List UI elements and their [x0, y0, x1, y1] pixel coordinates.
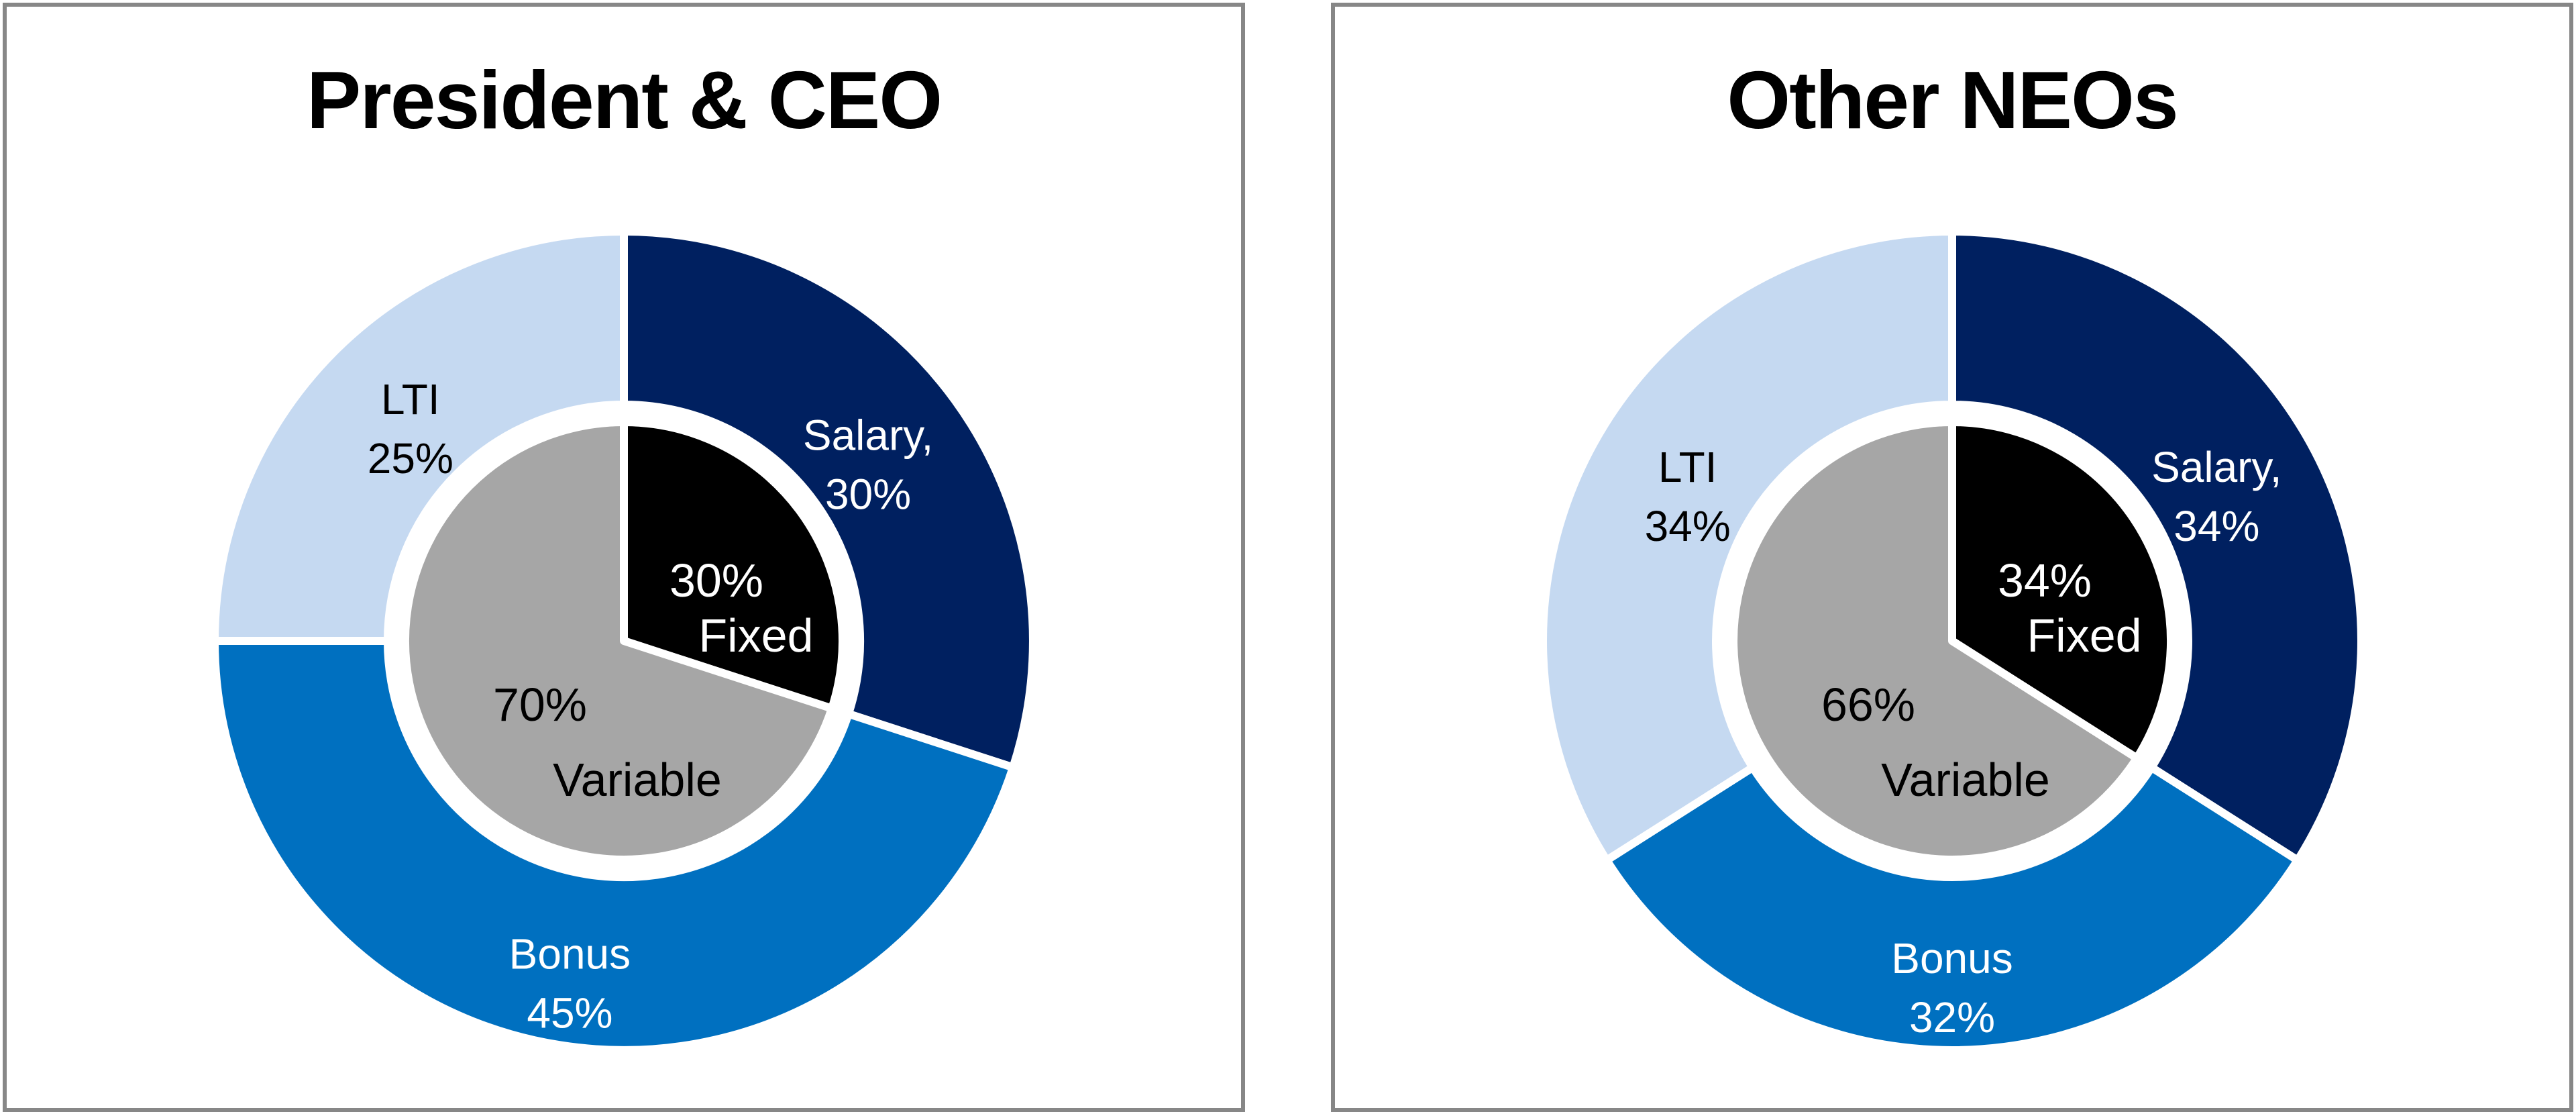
- inner-value-variable: 66%: [1821, 678, 1915, 731]
- outer-label-salary: Salary,: [2151, 443, 2282, 491]
- outer-value-bonus: 45%: [527, 989, 612, 1037]
- donut-chart-other-neos: Salary,34%Bonus32%LTI34%34%Fixed66%Varia…: [1539, 227, 2365, 1054]
- inner-label-fixed: Fixed: [2027, 609, 2141, 662]
- right-chart-panel: Salary, 34% Bonus 32% LTI 34% 34% Fixed 66% Varia…: [1331, 3, 2573, 1112]
- outer-label-lti: LTI: [1658, 443, 1717, 491]
- outer-label-bonus: Bonus: [1891, 934, 2012, 982]
- outer-slice-salary: [1948, 227, 2365, 864]
- inner-slice-fixed: [620, 418, 847, 713]
- outer-label-salary: Salary,: [803, 411, 933, 460]
- outer-slice-lti: [1539, 227, 1956, 864]
- inner-label-variable: Variable: [553, 754, 722, 806]
- donut-chart-president-ceo: Salary,30%Bonus45%LTI25%30%Fixed70%Varia…: [211, 227, 1037, 1054]
- outer-slice-bonus: [211, 637, 1018, 1054]
- inner-label-fixed: Fixed: [698, 609, 813, 662]
- inner-value-fixed: 30%: [669, 554, 763, 607]
- outer-label-bonus: Bonus: [509, 930, 631, 978]
- inner-value-variable: 70%: [493, 678, 587, 731]
- outer-value-lti: 34%: [1645, 502, 1731, 550]
- outer-value-bonus: 32%: [1909, 993, 1995, 1042]
- outer-slice-lti: [211, 227, 628, 645]
- inner-slice-variable: [1729, 418, 2141, 864]
- outer-value-salary: 34%: [2174, 502, 2259, 550]
- inner-slice-variable: [400, 418, 836, 864]
- chart-title-left: President & CEO: [306, 54, 943, 146]
- chart-title-right: Other NEOs: [1727, 54, 2179, 146]
- outer-value-lti: 25%: [368, 434, 453, 483]
- inner-value-fixed: 34%: [1998, 554, 2092, 607]
- inner-label-variable: Variable: [1881, 754, 2050, 806]
- outer-value-salary: 30%: [825, 470, 911, 519]
- outer-slice-salary: [620, 227, 1037, 772]
- outer-label-lti: LTI: [381, 375, 440, 423]
- left-chart-panel: Salary, 30% Bonus 45% LTI 25% 30% Fixed 70% Varia…: [3, 3, 1245, 1112]
- outer-slice-bonus: [1603, 763, 2302, 1054]
